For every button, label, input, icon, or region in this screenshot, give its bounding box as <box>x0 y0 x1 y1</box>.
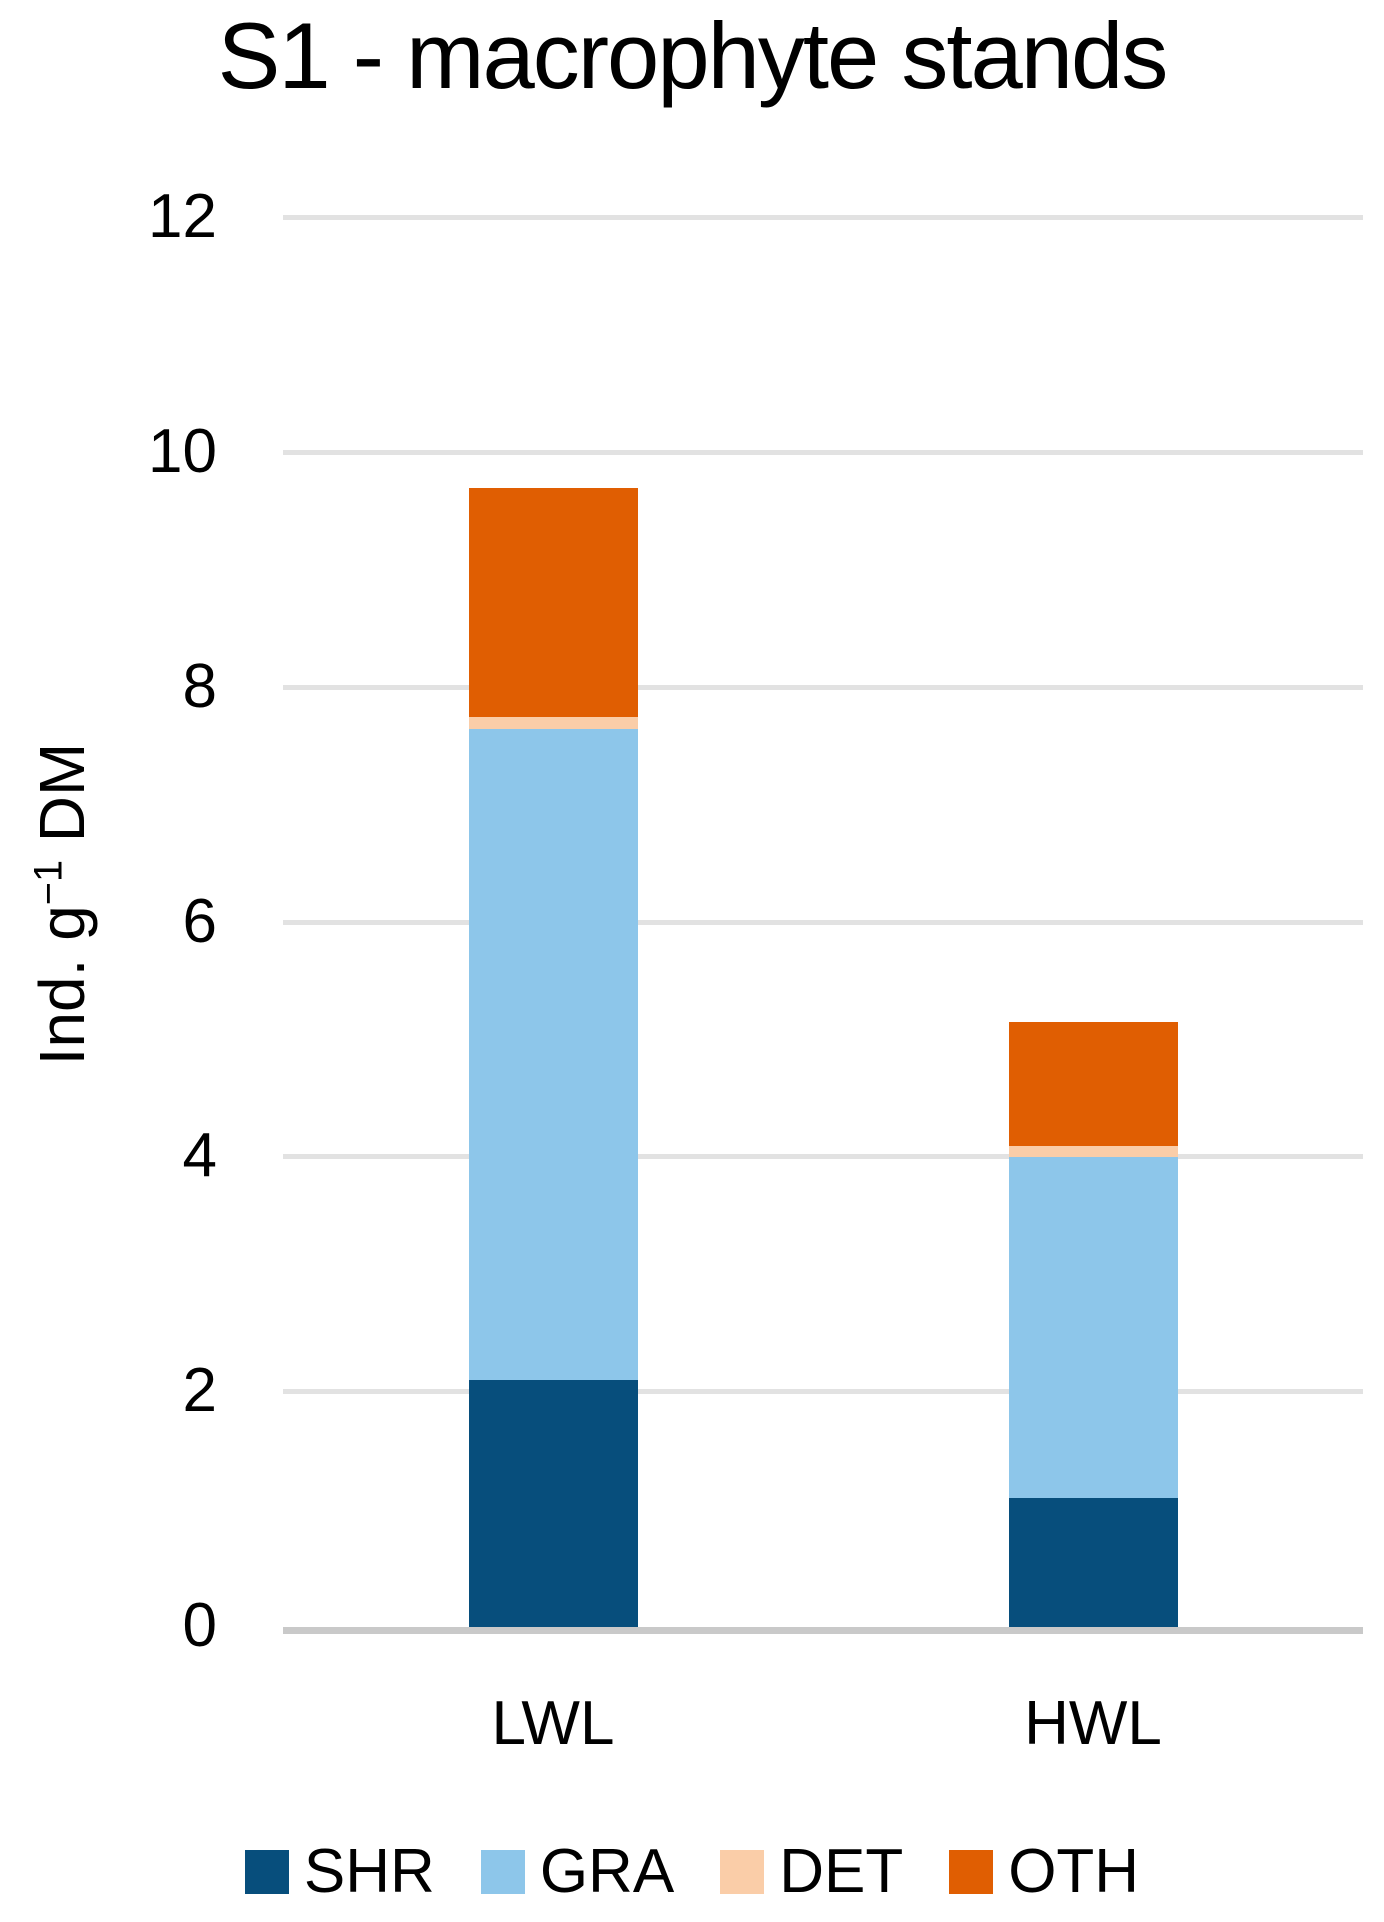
y-tick-label-4: 4 <box>182 1121 217 1191</box>
gridline-y4 <box>283 1154 1363 1160</box>
legend-swatch-oth <box>949 1849 994 1894</box>
gridline-y10 <box>283 449 1363 455</box>
gridline-y2 <box>283 1389 1363 1395</box>
y-tick-label-6: 6 <box>182 886 217 956</box>
bar-segment-det-lwl <box>468 717 638 729</box>
bar-segment-shr-hwl <box>1008 1497 1178 1627</box>
legend: SHR GRA DET OTH <box>0 1836 1384 1907</box>
legend-swatch-shr <box>244 1849 289 1894</box>
bar-segment-det-hwl <box>1008 1145 1178 1158</box>
gridline-y12 <box>283 215 1363 220</box>
y-axis-title-unit: DM <box>26 742 98 860</box>
legend-label-det: DET <box>779 1837 904 1906</box>
x-category-label-hwl: HWL <box>1024 1689 1162 1758</box>
plot-area <box>283 215 1363 1634</box>
stacked-bar-hwl <box>1008 1022 1178 1627</box>
legend-item-oth: OTH <box>949 1836 1139 1907</box>
y-tick-label-12: 12 <box>148 182 217 252</box>
x-category-label-lwl: LWL <box>491 1689 615 1758</box>
legend-item-det: DET <box>720 1836 903 1907</box>
y-tick-label-8: 8 <box>182 651 217 721</box>
legend-item-shr: SHR <box>244 1836 435 1907</box>
legend-label-gra: GRA <box>539 1837 675 1906</box>
x-axis-baseline <box>283 1627 1363 1634</box>
y-tick-label-2: 2 <box>182 1356 217 1426</box>
bar-segment-oth-hwl <box>1008 1022 1178 1146</box>
legend-swatch-det <box>720 1849 765 1894</box>
y-tick-label-10: 10 <box>148 416 217 486</box>
chart-title: S1 - macrophyte stands <box>217 3 1169 108</box>
gridline-y6 <box>283 919 1363 925</box>
bar-segment-shr-lwl <box>468 1380 638 1627</box>
legend-label-oth: OTH <box>1008 1837 1140 1906</box>
gridline-y8 <box>283 684 1363 690</box>
stacked-bar-lwl <box>468 488 638 1627</box>
bar-segment-gra-lwl <box>468 728 638 1381</box>
legend-label-shr: SHR <box>303 1837 435 1906</box>
legend-item-gra: GRA <box>480 1836 675 1907</box>
legend-swatch-gra <box>480 1849 525 1894</box>
bar-segment-oth-lwl <box>468 488 638 718</box>
y-tick-label-0: 0 <box>182 1591 217 1661</box>
bar-segment-gra-hwl <box>1008 1157 1178 1498</box>
